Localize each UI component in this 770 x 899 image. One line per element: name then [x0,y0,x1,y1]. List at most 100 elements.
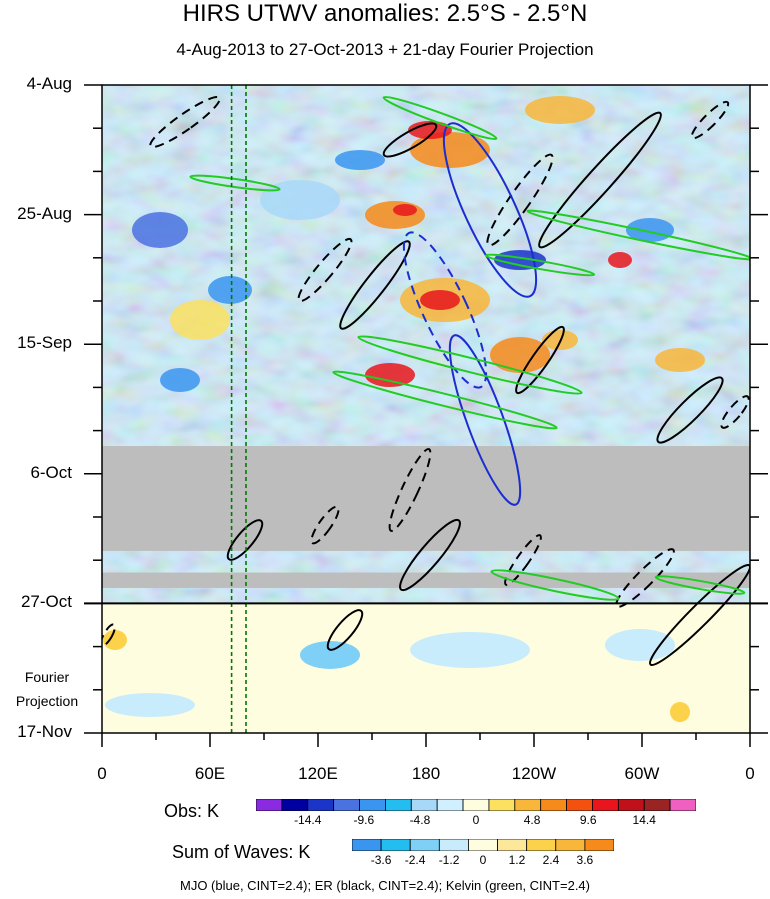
obs-colorbar [256,799,696,811]
colorbar-swatch [566,799,593,811]
colorbar-swatch [514,799,542,811]
x-tick-label: 60E [194,764,226,783]
anomaly-blob [208,276,252,304]
anomaly-blob [420,290,460,310]
colorbar-swatch [307,799,335,811]
er-contour [149,96,221,148]
y-tick-label: 27-Oct [20,592,72,612]
kelvin-contour [332,370,558,430]
missing-data-band [102,572,750,588]
x-tick-label: 0 [745,764,755,783]
anomaly-blob [160,368,200,392]
anomaly-blob [608,252,632,268]
y-tick-label: 17-Nov [17,722,72,741]
anomaly-blob [365,201,425,229]
colorbar-tick-label: -1.2 [438,853,460,867]
anomaly-blob [170,300,230,340]
kelvin-contour [189,174,281,192]
anomaly-blob [655,348,705,372]
colorbar-swatch [526,839,557,851]
anomaly-blob [626,218,674,242]
chart-subtitle: 4-Aug-2013 to 27-Oct-2013 + 21-day Fouri… [176,40,594,59]
colorbar-tick-label: 3.6 [576,853,594,867]
obs-colorbar-title: Obs: K [164,801,220,821]
x-tick-label: 60W [624,764,660,783]
projection-blob [410,632,530,668]
colorbar-tick-label: 2.4 [542,853,560,867]
colorbar-swatch [385,799,412,811]
colorbar-swatch [643,799,671,811]
er-contour [615,548,675,608]
colorbar-tick-label: 0 [479,853,487,867]
projection-blob [105,693,195,717]
projection-blob [300,641,360,669]
kelvin-contour [490,569,620,601]
er-contour [720,395,750,429]
colorbar-swatch [410,799,438,811]
anomaly-field [102,85,750,733]
colorbar-swatch [592,799,619,811]
fourier-label-line2: Projection [15,693,79,709]
colorbar-tick-label: -14.4 [294,813,322,827]
colorbar-swatch [256,799,283,811]
colorbar-tick-label: -4.8 [409,813,431,827]
er-contour [504,534,542,586]
anomaly-blob [490,337,550,373]
er-contour [399,518,461,592]
wave-contours [102,85,750,733]
anomaly-blob [410,132,490,168]
colorbar-tick-label: -2.4 [404,853,426,867]
er-contour [226,519,264,561]
er-contour [388,448,432,532]
kelvin-contour [526,209,750,261]
kelvin-contour [357,335,583,395]
er-contour [382,122,438,158]
colorbar-swatch [380,839,411,851]
colorbar-tick-label: 0 [472,813,480,827]
plot-axes [84,84,768,747]
waves-colorbar-title: Sum of Waves: K [172,842,311,862]
er-contour [515,325,565,395]
legend-footer: MJO (blue, CINT=2.4); ER (black, CINT=2.… [180,878,590,893]
fourier-label-line1: Fourier [24,669,70,685]
colorbar-swatch [468,839,498,851]
projection-blob [605,629,675,661]
colorbar-tick-label: 14.4 [632,813,656,827]
kelvin-contour [484,253,596,277]
colorbar-swatch [352,839,382,851]
colorbar-tick-label: 9.6 [579,813,597,827]
colorbar-swatch [555,839,586,851]
x-tick-label: 120E [298,764,338,783]
colorbar-swatch [359,799,386,811]
colorbar-swatch [436,799,464,811]
y-tick-label: 4-Aug [26,74,72,93]
projection-blob [670,702,690,722]
y-tick-label: 25-Aug [17,203,72,223]
colorbar-swatch [333,799,360,811]
mjo-contour [442,122,538,298]
anomaly-blob [393,204,417,216]
y-tick-label: 15-Sep [17,333,72,353]
er-contour [102,623,116,647]
colorbar-swatch [617,799,645,811]
colorbar-tick-label: 1.2 [508,853,526,867]
waves-colorbar [352,839,614,851]
er-contour [656,376,724,444]
colorbar-swatch [409,839,440,851]
colorbar-swatch [584,839,614,851]
er-contour [297,237,353,303]
colorbar-swatch [281,799,309,811]
er-contour [538,111,662,249]
colorbar-swatch [438,839,469,851]
anomaly-blob [335,150,385,170]
x-tick-label: 0 [97,764,107,783]
er-contour [326,609,364,651]
anomaly-blob [132,212,188,248]
er-contour [690,100,730,140]
er-contour [339,240,411,330]
anomaly-blob [408,121,452,139]
colorbar-swatch [540,799,567,811]
mjo-contour [448,334,522,506]
colorbar-tick-label: -3.6 [370,853,392,867]
